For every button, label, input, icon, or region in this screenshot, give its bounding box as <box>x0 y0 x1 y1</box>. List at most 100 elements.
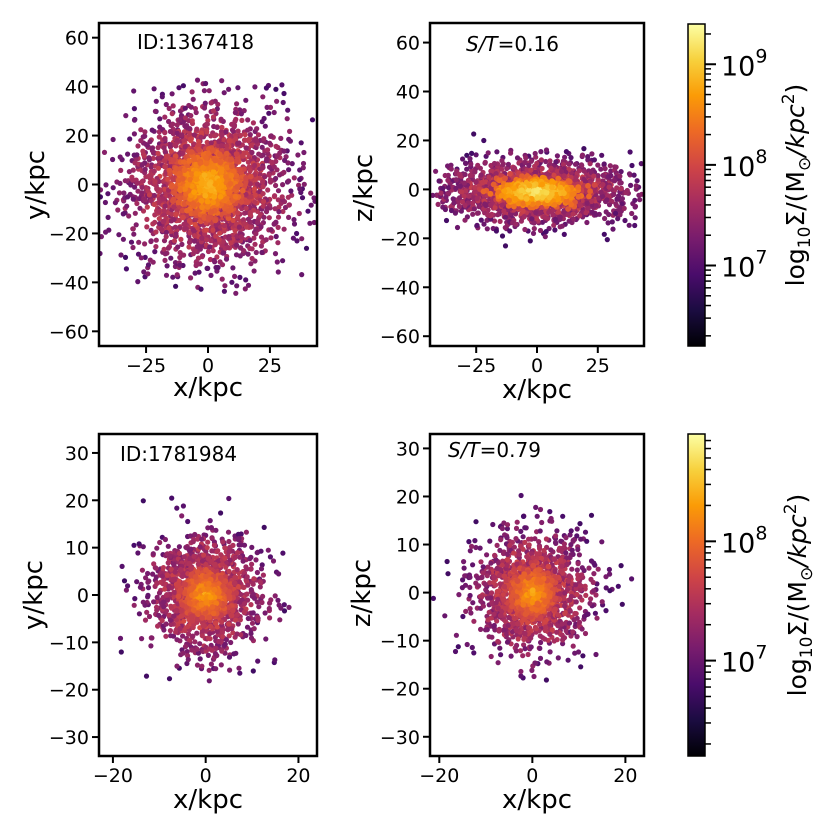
particle-core <box>197 160 204 167</box>
particle <box>274 98 280 104</box>
particle <box>489 168 495 174</box>
particle <box>591 157 598 163</box>
particle <box>118 167 124 173</box>
particle <box>289 192 295 198</box>
particle <box>130 167 136 173</box>
particle <box>265 147 271 153</box>
particle <box>260 94 266 100</box>
particle <box>167 128 173 135</box>
particle <box>184 124 190 130</box>
particle <box>277 172 283 178</box>
particle <box>458 208 464 214</box>
particle <box>275 188 282 194</box>
particle <box>275 224 281 230</box>
particle <box>191 132 197 138</box>
particle <box>253 138 259 144</box>
particle <box>117 154 123 160</box>
particle <box>273 233 279 240</box>
particle <box>174 207 180 213</box>
particle <box>123 113 129 119</box>
particle-core <box>179 175 186 182</box>
particle <box>155 145 161 151</box>
particle <box>436 178 442 184</box>
particle-core <box>196 142 202 148</box>
particle <box>149 127 155 133</box>
particle <box>234 283 240 289</box>
particle <box>275 197 281 203</box>
particle <box>204 265 210 271</box>
particle-core <box>201 172 208 179</box>
particle-core <box>197 187 203 194</box>
particle <box>454 224 461 231</box>
particle <box>273 143 279 149</box>
particle <box>514 155 521 161</box>
particle <box>268 227 274 233</box>
particle <box>559 168 565 175</box>
y-tick-label: −60 <box>49 321 89 343</box>
particle <box>500 162 506 168</box>
particle <box>173 231 179 237</box>
particle <box>230 217 236 223</box>
particle <box>217 259 223 265</box>
particle <box>478 217 484 223</box>
particle <box>308 202 314 208</box>
particle <box>241 221 247 227</box>
particle <box>584 219 590 226</box>
particle <box>121 190 127 196</box>
particle-core <box>166 167 173 174</box>
x-tick-label: −25 <box>126 355 166 377</box>
panel-top-left-particles <box>99 77 317 296</box>
particle <box>103 182 109 188</box>
particle <box>261 214 267 220</box>
particle <box>125 151 131 157</box>
particle <box>220 250 226 256</box>
particle <box>153 229 159 235</box>
particle <box>568 155 574 161</box>
particle <box>222 283 228 289</box>
particle <box>289 161 295 167</box>
particle <box>303 245 310 251</box>
particle <box>187 136 193 143</box>
particle-core <box>184 207 190 214</box>
particle <box>253 231 259 237</box>
particle-core <box>190 201 197 207</box>
particle <box>243 277 249 283</box>
particle-core <box>205 214 212 221</box>
particle <box>286 178 292 184</box>
particle <box>243 179 249 186</box>
particle <box>245 282 252 288</box>
particle <box>132 210 138 216</box>
y-tick-label: −40 <box>49 272 89 294</box>
particle <box>263 237 269 243</box>
particle <box>173 283 179 289</box>
particle <box>265 151 271 157</box>
particle <box>273 86 279 92</box>
particle <box>264 104 270 110</box>
particle-core <box>210 147 216 154</box>
particle <box>210 108 217 114</box>
particle-core <box>239 153 246 159</box>
particle <box>618 180 624 186</box>
particle <box>251 235 257 241</box>
particle <box>208 100 214 106</box>
particle <box>263 158 269 164</box>
particle <box>105 214 111 220</box>
particle <box>284 116 290 122</box>
particle <box>157 116 163 122</box>
particle <box>507 228 513 234</box>
particle <box>162 149 169 156</box>
particle <box>152 249 158 255</box>
particle <box>214 124 220 130</box>
particle <box>238 234 244 240</box>
particle-core <box>162 163 169 170</box>
particle-core <box>177 195 184 202</box>
particle <box>504 165 510 172</box>
particle <box>126 169 132 175</box>
particle-core <box>203 160 210 167</box>
particle <box>247 132 253 138</box>
particle <box>132 184 138 190</box>
particle <box>297 176 303 183</box>
particle <box>254 126 260 132</box>
particle <box>543 229 549 235</box>
particle <box>138 138 144 144</box>
